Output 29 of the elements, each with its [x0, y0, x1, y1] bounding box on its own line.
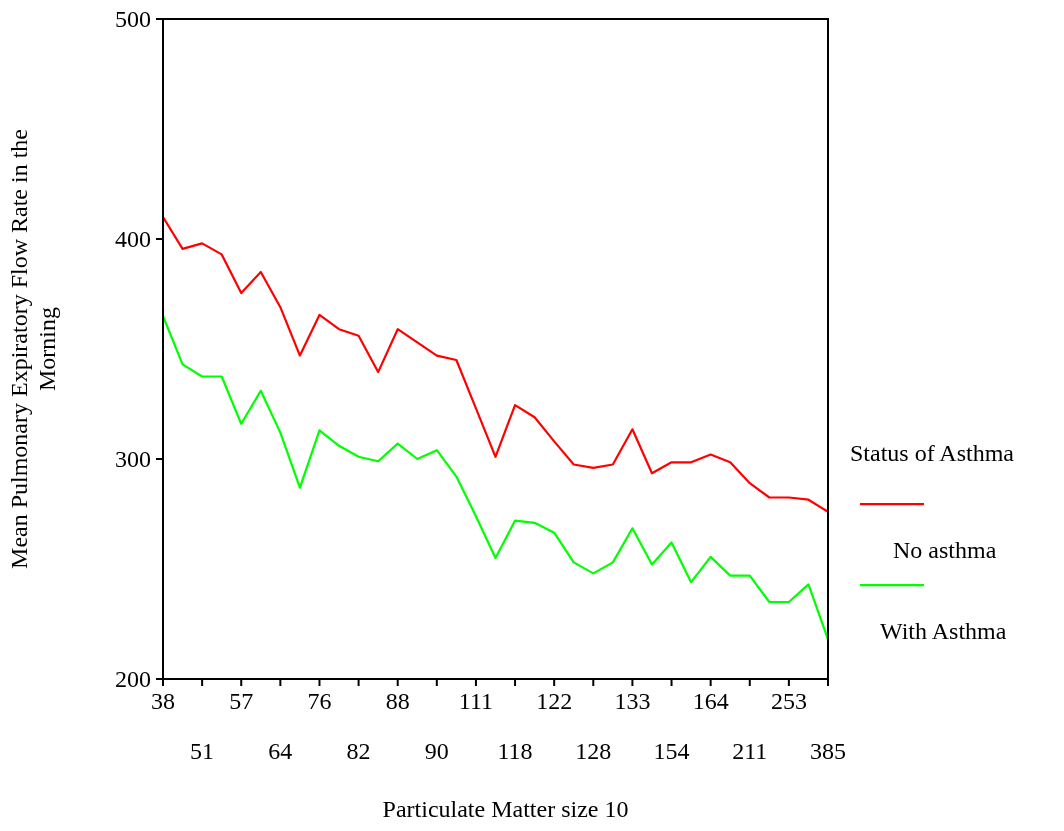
- line-series: [161, 215, 830, 513]
- y-tick-label: 200: [115, 666, 151, 692]
- x-tick-label: 51: [190, 738, 215, 764]
- y-axis-title: Mean Pulmonary Expiratory Flow Rate in the Morning: [6, 129, 60, 569]
- x-tick-label: 164: [692, 688, 729, 714]
- x-tick-label: 133: [614, 688, 651, 714]
- x-tick-label: 82: [346, 738, 371, 764]
- y-tick-label: 500: [115, 6, 151, 32]
- text: No asthma: [893, 537, 997, 564]
- x-tick-label: 253: [770, 688, 807, 714]
- x-tick-label: 57: [229, 688, 254, 714]
- line-series: [161, 314, 830, 641]
- legend-title: Status of Asthma: [850, 440, 1015, 467]
- x-tick-label: 38: [151, 688, 175, 714]
- y-tick-label: 300: [115, 446, 151, 472]
- x-tick-label: 64: [268, 738, 293, 764]
- x-tick-label: 118: [497, 738, 533, 764]
- x-tick-label: 122: [536, 688, 573, 714]
- x-tick-label: 88: [385, 688, 410, 714]
- x-tick-label: 111: [458, 688, 494, 714]
- x-tick-label: 90: [424, 738, 449, 764]
- text: With Asthma: [880, 618, 1007, 645]
- x-tick-label: 211: [732, 738, 768, 764]
- x-tick-label: 385: [810, 738, 846, 764]
- x-axis-title: Particulate Matter size 10: [382, 796, 629, 822]
- x-tick-label: 76: [307, 688, 332, 714]
- x-tick-label: 154: [653, 738, 690, 764]
- y-tick-label: 400: [115, 226, 151, 252]
- x-tick-label: 128: [575, 738, 612, 764]
